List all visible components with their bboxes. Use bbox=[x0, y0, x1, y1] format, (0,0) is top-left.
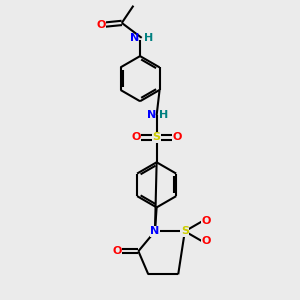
Text: S: S bbox=[181, 226, 189, 236]
Text: S: S bbox=[153, 132, 160, 142]
Text: O: O bbox=[131, 132, 141, 142]
Text: O: O bbox=[172, 132, 182, 142]
Text: O: O bbox=[112, 246, 122, 256]
Text: O: O bbox=[202, 236, 211, 246]
Text: H: H bbox=[159, 110, 169, 120]
Text: H: H bbox=[144, 33, 154, 43]
Text: O: O bbox=[202, 216, 211, 226]
Text: O: O bbox=[97, 20, 106, 30]
Text: N: N bbox=[130, 33, 139, 43]
Text: N: N bbox=[147, 110, 156, 120]
Text: N: N bbox=[150, 226, 160, 236]
